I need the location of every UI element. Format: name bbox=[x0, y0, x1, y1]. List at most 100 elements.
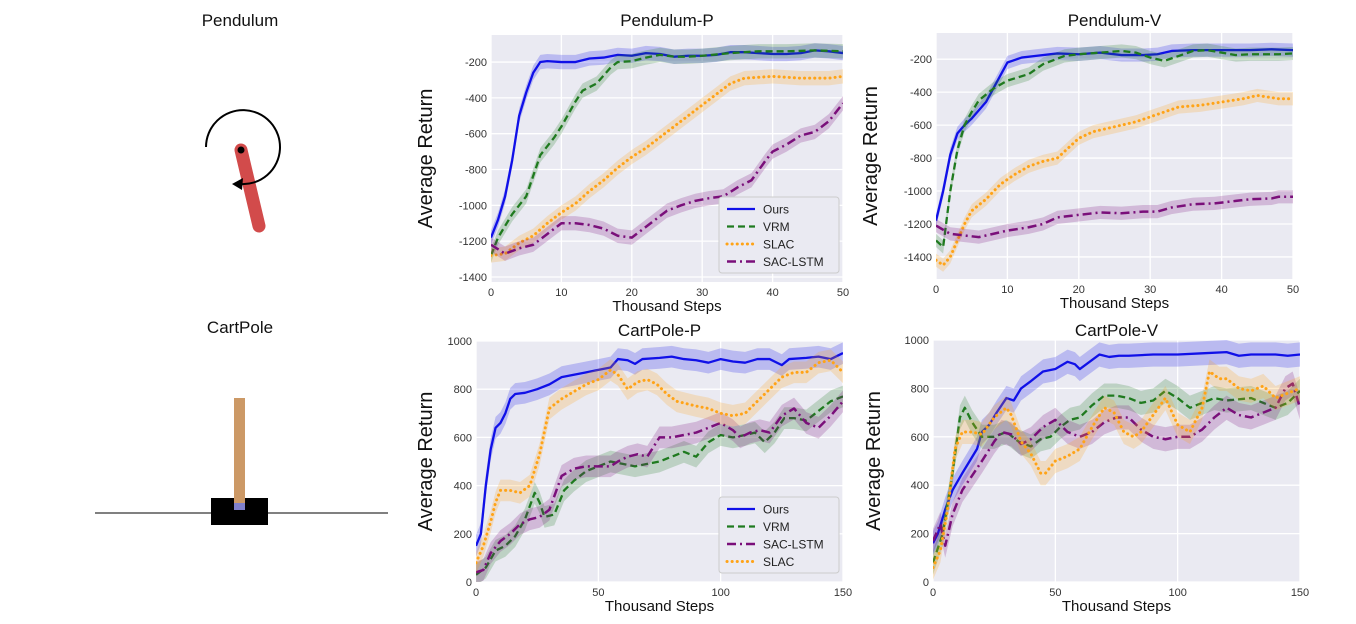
legend-label-ours: Ours bbox=[763, 503, 789, 517]
x-axis-label: Thousand Steps bbox=[612, 298, 721, 315]
y-tick-label: -800 bbox=[910, 153, 932, 165]
y-tick-label: -200 bbox=[910, 54, 932, 66]
y-tick-label: -400 bbox=[465, 93, 487, 105]
legend: Ours VRM SLAC SAC-LSTM bbox=[718, 196, 840, 274]
legend-box bbox=[718, 196, 840, 274]
confidence-band-vrm bbox=[933, 378, 1300, 575]
confidence-band-ours bbox=[933, 340, 1300, 556]
x-tick-label: 40 bbox=[766, 287, 778, 299]
y-tick-label: 800 bbox=[454, 384, 472, 396]
y-tick-label: -1000 bbox=[459, 200, 487, 212]
series-line-vrm bbox=[933, 389, 1300, 564]
series-line-ours bbox=[491, 49, 843, 239]
chart-title: CartPole-P bbox=[618, 321, 701, 340]
confidence-band-slac bbox=[491, 69, 843, 263]
x-tick-label: 0 bbox=[933, 284, 939, 296]
plot-background bbox=[933, 340, 1300, 582]
pendulum-rod bbox=[234, 143, 266, 233]
y-axis-label: Average Return bbox=[863, 391, 885, 531]
pole bbox=[234, 398, 245, 506]
legend-label-sac-lstm: SAC-LSTM bbox=[763, 538, 824, 552]
series-group bbox=[476, 342, 843, 582]
y-tick-label: 200 bbox=[454, 529, 472, 541]
x-tick-label: 0 bbox=[488, 287, 494, 299]
x-axis-label: Thousand Steps bbox=[1062, 598, 1171, 615]
pendulum-title: Pendulum bbox=[202, 11, 279, 30]
y-tick-label: -800 bbox=[465, 165, 487, 177]
x-tick-label: 10 bbox=[555, 287, 567, 299]
legend-label-vrm: VRM bbox=[763, 220, 790, 234]
y-tick-label: 0 bbox=[466, 577, 472, 589]
x-tick-label: 20 bbox=[1073, 284, 1085, 296]
y-tick-label: -1200 bbox=[904, 219, 932, 231]
y-tick-label: -1400 bbox=[904, 252, 932, 264]
y-tick-label: 600 bbox=[911, 432, 929, 444]
y-tick-label: 0 bbox=[923, 577, 929, 589]
cartpole-title: CartPole bbox=[207, 318, 273, 337]
series-line-slac bbox=[491, 74, 843, 257]
y-tick-label: -1000 bbox=[904, 186, 932, 198]
plot-background bbox=[936, 33, 1293, 279]
x-tick-label: 100 bbox=[1168, 587, 1186, 599]
arrowhead-icon bbox=[232, 178, 243, 190]
y-axis-label: Average Return bbox=[860, 86, 882, 226]
x-tick-label: 50 bbox=[837, 287, 849, 299]
y-tick-label: -400 bbox=[910, 87, 932, 99]
x-tick-label: 150 bbox=[1291, 587, 1309, 599]
series-line-sac-lstm bbox=[933, 382, 1300, 547]
rotation-arrow-icon bbox=[205, 109, 281, 186]
legend: Ours VRM SAC-LSTM SLAC bbox=[718, 496, 840, 574]
y-axis-label: Average Return bbox=[415, 89, 437, 229]
pivot-dot bbox=[237, 146, 245, 154]
series-group bbox=[491, 43, 843, 263]
legend-label-ours: Ours bbox=[763, 203, 789, 217]
y-tick-label: -1200 bbox=[459, 236, 487, 248]
series-line-vrm bbox=[936, 48, 1293, 249]
series-line-sac-lstm bbox=[936, 195, 1293, 239]
chart-title: CartPole-V bbox=[1075, 321, 1159, 340]
y-tick-label: 400 bbox=[454, 481, 472, 493]
chart-title: Pendulum-P bbox=[620, 11, 714, 30]
y-tick-label: 200 bbox=[911, 529, 929, 541]
legend-box bbox=[718, 496, 840, 574]
series-group bbox=[936, 42, 1293, 272]
y-tick-label: 400 bbox=[911, 480, 929, 492]
series-line-vrm bbox=[491, 49, 843, 256]
cartpole-illustration: CartPole bbox=[95, 318, 388, 525]
y-tick-label: -1400 bbox=[459, 272, 487, 284]
axle bbox=[234, 503, 245, 510]
confidence-band-slac bbox=[933, 359, 1300, 580]
confidence-band-sac-lstm bbox=[491, 96, 843, 261]
confidence-band-slac bbox=[476, 349, 843, 574]
x-tick-label: 30 bbox=[696, 287, 708, 299]
series-line-sac-lstm bbox=[491, 102, 843, 255]
chart-pendulum-v: 0 10 20 30 40 50 -1400 -1200 -1000 -800 -600 -400 -2… bbox=[860, 11, 1299, 312]
series-line-vrm bbox=[476, 395, 843, 576]
series-group bbox=[933, 340, 1300, 580]
legend-label-sac-lstm: SAC-LSTM bbox=[763, 255, 824, 269]
x-tick-label: 0 bbox=[930, 587, 936, 599]
y-tick-label: 1000 bbox=[905, 335, 929, 347]
legend-label-vrm: VRM bbox=[763, 520, 790, 534]
series-line-slac bbox=[476, 358, 843, 565]
chart-cartpole-p: 0 50 100 150 0 200 400 600 800 1000 CartPole-P Thou… bbox=[415, 321, 852, 615]
x-tick-label: 150 bbox=[834, 587, 852, 599]
legend-label-slac: SLAC bbox=[763, 238, 795, 252]
x-tick-label: 10 bbox=[1001, 284, 1013, 296]
x-tick-label: 50 bbox=[1049, 587, 1061, 599]
y-tick-label: 600 bbox=[454, 432, 472, 444]
confidence-band-vrm bbox=[476, 385, 843, 582]
x-tick-label: 50 bbox=[592, 587, 604, 599]
y-tick-label: -600 bbox=[465, 129, 487, 141]
confidence-band-ours bbox=[476, 342, 843, 557]
chart-cartpole-v: 0 50 100 150 0 200 400 600 800 1000 CartPole-V Thou… bbox=[863, 321, 1309, 615]
confidence-band-sac-lstm bbox=[476, 390, 843, 582]
x-tick-label: 30 bbox=[1144, 284, 1156, 296]
y-tick-label: -200 bbox=[465, 57, 487, 69]
pendulum-illustration: Pendulum bbox=[202, 11, 281, 233]
legend-label-slac: SLAC bbox=[763, 555, 795, 569]
series-line-slac bbox=[936, 93, 1293, 267]
chart-title: Pendulum-V bbox=[1068, 11, 1162, 30]
series-line-ours bbox=[476, 352, 843, 547]
